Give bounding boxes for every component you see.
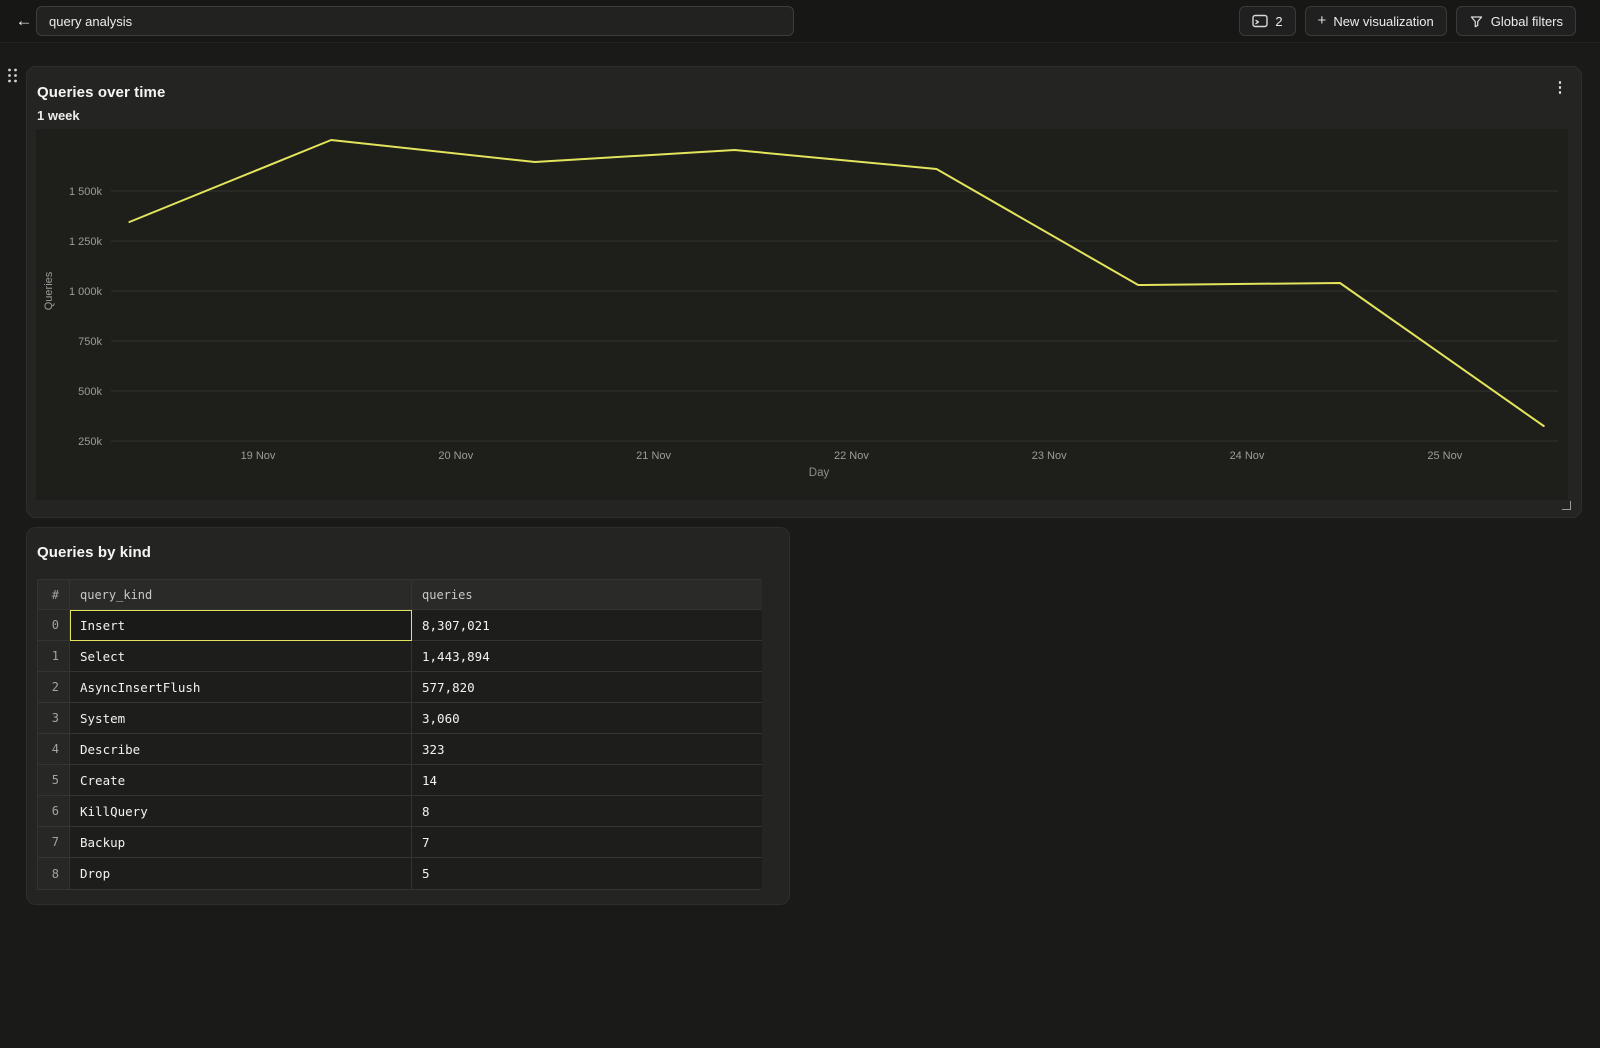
y-tick-label: 1 000k <box>69 286 103 298</box>
panel-drag-handle[interactable] <box>6 67 22 85</box>
x-tick-label: 20 Nov <box>438 450 473 462</box>
x-axis-title: Day <box>809 467 830 479</box>
row-index-cell[interactable]: 6 <box>38 796 70 827</box>
panel-title: Queries over time <box>37 84 166 101</box>
query-kind-cell[interactable]: System <box>70 703 412 734</box>
y-tick-label: 750k <box>78 336 102 348</box>
row-index-cell[interactable]: 0 <box>38 610 70 641</box>
query-kind-cell[interactable]: Describe <box>70 734 412 765</box>
x-tick-label: 22 Nov <box>834 450 869 462</box>
panel-subtitle: 1 week <box>37 108 80 123</box>
queries-cell[interactable]: 1,443,894 <box>412 641 762 672</box>
row-index-cell[interactable]: 7 <box>38 827 70 858</box>
row-index-cell[interactable]: 1 <box>38 641 70 672</box>
topbar-actions: 2 + New visualization Global filters <box>1239 6 1576 36</box>
panel-resize-handle[interactable] <box>1562 501 1571 510</box>
x-tick-label: 21 Nov <box>636 450 671 462</box>
dashboard-title-input[interactable] <box>36 6 794 36</box>
query-kind-cell[interactable]: Backup <box>70 827 412 858</box>
x-tick-label: 23 Nov <box>1032 450 1067 462</box>
console-window-icon <box>1252 14 1269 28</box>
y-tick-label: 250k <box>78 436 102 448</box>
new-visualization-button[interactable]: + New visualization <box>1304 6 1447 36</box>
query-kind-cell[interactable]: Drop <box>70 858 412 889</box>
query-kind-cell[interactable]: Create <box>70 765 412 796</box>
queries-cell[interactable]: 7 <box>412 827 762 858</box>
queries-by-kind-table: # query_kind queries 0 Insert 8,307,021 1 Selec… <box>37 579 762 890</box>
queries-over-time-panel: Queries over time 1 week ⋮ 1 500k 1 250k 1… <box>26 66 1582 518</box>
queries-cell[interactable]: 14 <box>412 765 762 796</box>
panels-count-label: 2 <box>1275 13 1283 29</box>
x-tick-label: 24 Nov <box>1230 450 1265 462</box>
funnel-icon <box>1469 14 1484 29</box>
queries-cell[interactable]: 5 <box>412 858 762 889</box>
panels-count-button[interactable]: 2 <box>1239 6 1296 36</box>
back-button[interactable]: ← <box>12 9 36 33</box>
grip-dots-icon <box>6 68 19 88</box>
row-index-cell[interactable]: 3 <box>38 703 70 734</box>
new-visualization-label: New visualization <box>1333 13 1434 29</box>
row-index-cell[interactable]: 4 <box>38 734 70 765</box>
row-index-header[interactable]: # <box>38 580 70 610</box>
global-filters-button[interactable]: Global filters <box>1455 6 1576 36</box>
queries-header[interactable]: queries <box>412 580 762 610</box>
kebab-icon: ⋮ <box>1552 79 1568 96</box>
query-kind-cell[interactable]: Select <box>70 641 412 672</box>
row-index-cell[interactable]: 5 <box>38 765 70 796</box>
query-kind-cell[interactable]: Insert <box>70 610 412 641</box>
series-line-queries <box>128 139 1545 427</box>
row-index-cell[interactable]: 2 <box>38 672 70 703</box>
query-kind-cell[interactable]: AsyncInsertFlush <box>70 672 412 703</box>
query-kind-header[interactable]: query_kind <box>70 580 412 610</box>
queries-cell[interactable]: 323 <box>412 734 762 765</box>
queries-line-chart[interactable]: 1 500k 1 250k 1 000k 750k 500k 250k 19 Nov 20 N… <box>36 129 1568 500</box>
x-tick-label: 25 Nov <box>1427 450 1462 462</box>
top-bar: ← 2 + New visualization <box>0 0 1600 43</box>
y-tick-label: 500k <box>78 386 102 398</box>
y-tick-label: 1 500k <box>69 186 103 198</box>
query-kind-cell[interactable]: KillQuery <box>70 796 412 827</box>
row-index-cell[interactable]: 8 <box>38 858 70 889</box>
queries-cell[interactable]: 577,820 <box>412 672 762 703</box>
queries-by-kind-panel: Queries by kind # query_kind queries 0 Inser… <box>26 527 790 905</box>
global-filters-label: Global filters <box>1490 13 1563 29</box>
y-axis-title: Queries <box>43 271 55 310</box>
panel-menu-button[interactable]: ⋮ <box>1551 78 1569 98</box>
queries-cell[interactable]: 3,060 <box>412 703 762 734</box>
panel-title: Queries by kind <box>37 544 152 561</box>
queries-cell[interactable]: 8,307,021 <box>412 610 762 641</box>
y-tick-label: 1 250k <box>69 236 103 248</box>
queries-cell[interactable]: 8 <box>412 796 762 827</box>
back-arrow-icon: ← <box>15 11 33 30</box>
plus-icon: + <box>1317 12 1327 29</box>
x-tick-label: 19 Nov <box>241 450 276 462</box>
